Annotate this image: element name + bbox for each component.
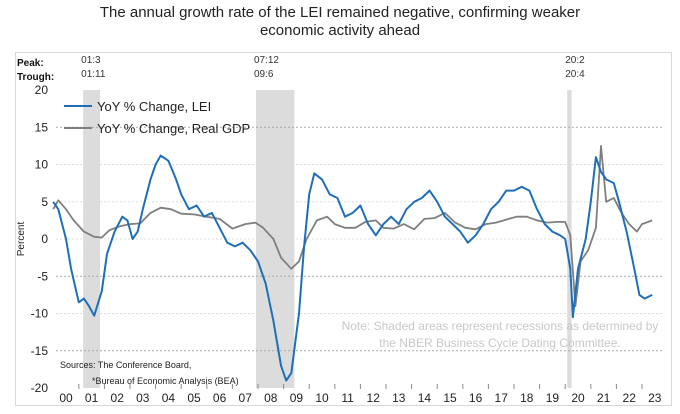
y-tick-label: -5 bbox=[37, 269, 48, 283]
x-tick-label: 16 bbox=[469, 391, 483, 405]
y-tick-label: -10 bbox=[31, 307, 49, 321]
x-tick-label: 20 bbox=[571, 391, 585, 405]
y-tick-label: 5 bbox=[41, 195, 48, 209]
x-tick-label: 17 bbox=[495, 391, 509, 405]
x-tick-label: 05 bbox=[187, 391, 201, 405]
x-tick-label: 04 bbox=[162, 391, 176, 405]
chart-frame bbox=[15, 52, 672, 406]
x-tick-label: 14 bbox=[418, 391, 432, 405]
recession-peak-label: 07:12 bbox=[254, 55, 279, 66]
x-tick-label: 21 bbox=[597, 391, 611, 405]
x-tick-label: 18 bbox=[520, 391, 534, 405]
legend-label: YoY % Change, LEI bbox=[97, 99, 211, 114]
recession-peak-label: 20:2 bbox=[565, 55, 585, 66]
x-tick-label: 23 bbox=[648, 391, 662, 405]
title-line-2: economic activity ahead bbox=[259, 22, 421, 39]
source-line-2: *Bureau of Economic Analysis (BEA) bbox=[92, 376, 239, 386]
x-tick-label: 02 bbox=[111, 391, 125, 405]
recession-band bbox=[255, 90, 295, 388]
recession-peak-label: 01:3 bbox=[81, 55, 101, 66]
note-line-2: the NBER Business Cycle Dating Committee… bbox=[379, 336, 620, 350]
trough-label: Trough: bbox=[17, 72, 54, 83]
title-line-1: The annual growth rate of the LEI remain… bbox=[99, 4, 581, 21]
x-tick-label: 08 bbox=[264, 391, 278, 405]
x-tick-label: 12 bbox=[367, 391, 381, 405]
x-tick-label: 22 bbox=[623, 391, 637, 405]
y-tick-label: -20 bbox=[31, 381, 49, 395]
x-tick-label: 09 bbox=[290, 391, 304, 405]
recession-trough-label: 09:6 bbox=[254, 69, 274, 80]
x-tick-label: 00 bbox=[59, 391, 73, 405]
x-tick-label: 11 bbox=[341, 391, 354, 405]
x-tick-label: 19 bbox=[546, 391, 560, 405]
x-tick-label: 06 bbox=[213, 391, 227, 405]
legend-label: YoY % Change, Real GDP bbox=[97, 121, 250, 136]
x-tick-label: 15 bbox=[443, 391, 457, 405]
peak-label: Peak: bbox=[17, 58, 44, 69]
x-tick-label: 07 bbox=[239, 391, 253, 405]
y-tick-label: 10 bbox=[35, 158, 49, 172]
y-axis-label: Percent bbox=[16, 222, 27, 257]
chart-title: The annual growth rate of the LEI remain… bbox=[0, 4, 680, 40]
x-tick-label: 10 bbox=[315, 391, 329, 405]
y-tick-label: 20 bbox=[35, 83, 49, 97]
series-line-lei bbox=[52, 154, 653, 382]
note-line-1: Note: Shaded areas represent recessions … bbox=[342, 319, 659, 333]
source-line-1: Sources: The Conference Board, bbox=[60, 360, 191, 370]
series-line-gdp bbox=[52, 145, 653, 307]
y-tick-label: 0 bbox=[41, 232, 48, 246]
recession-trough-label: 01:11 bbox=[81, 69, 106, 80]
recession-trough-label: 20:4 bbox=[565, 69, 585, 80]
y-tick-label: 15 bbox=[35, 120, 49, 134]
y-tick-label: -15 bbox=[31, 344, 49, 358]
x-tick-label: 13 bbox=[392, 391, 406, 405]
x-tick-label: 03 bbox=[136, 391, 150, 405]
x-tick-label: 01 bbox=[85, 391, 99, 405]
